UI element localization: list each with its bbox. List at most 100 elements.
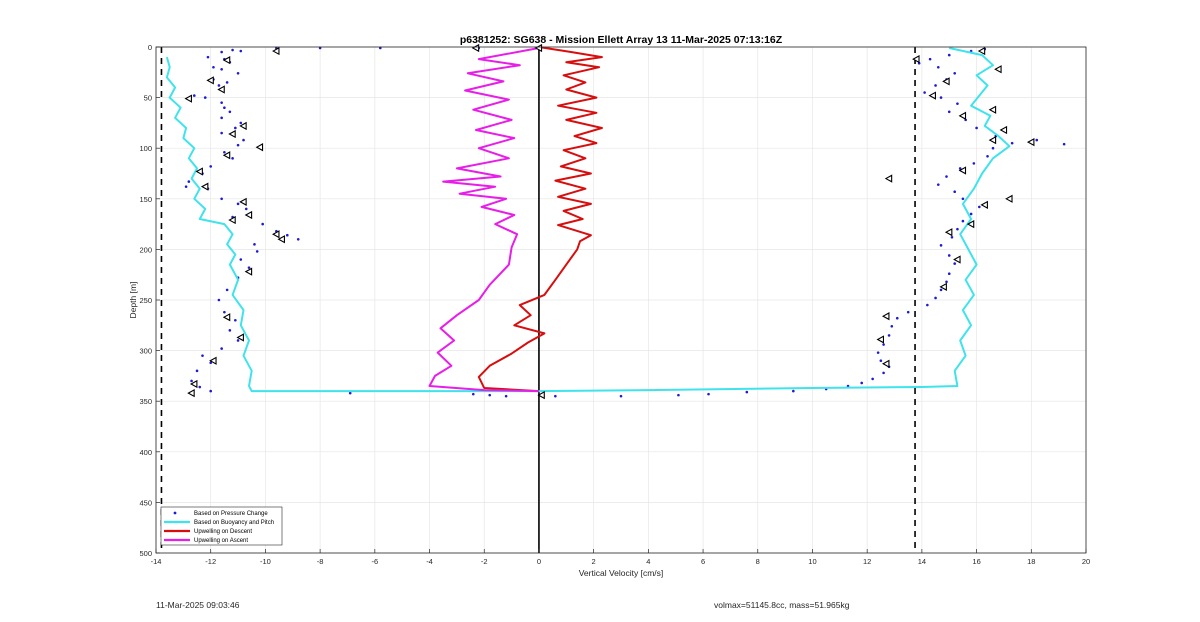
pressure-point	[504, 394, 508, 398]
triangle-marker	[228, 215, 236, 225]
pressure-point	[285, 233, 289, 237]
pressure-point	[936, 183, 940, 186]
pressure-point	[978, 205, 981, 209]
pressure-point	[209, 361, 213, 365]
pressure-point	[928, 57, 932, 61]
pressure-point	[934, 84, 937, 87]
triangle-marker	[244, 267, 253, 276]
pressure-point	[860, 381, 864, 385]
pressure-point	[947, 254, 951, 257]
pressure-point	[879, 359, 883, 363]
x-tick-label: 20	[1082, 557, 1090, 566]
pressure-point	[234, 318, 237, 322]
triangle-marker	[239, 197, 247, 206]
pressure-point	[236, 202, 240, 206]
legend-dot-marker	[173, 511, 177, 515]
pressure-point	[895, 316, 899, 320]
triangle-marker	[881, 359, 890, 368]
pressure-point	[223, 150, 226, 154]
pressure-point	[882, 343, 885, 346]
x-tick-label: -6	[371, 557, 378, 566]
pressure-point	[890, 325, 894, 328]
pressure-point	[198, 385, 202, 389]
pressure-point	[184, 185, 188, 188]
y-tick-label: 200	[139, 245, 152, 254]
pressure-point	[206, 55, 210, 59]
pressure-point	[212, 65, 215, 69]
pressure-point	[986, 154, 989, 158]
pressure-point	[225, 288, 229, 292]
pressure-point	[950, 235, 954, 239]
triangle-marker	[944, 228, 953, 237]
pressure-point	[203, 96, 207, 99]
triangle-marker	[988, 135, 997, 145]
triangle-marker	[222, 151, 231, 160]
triangle-marker	[200, 182, 209, 191]
pressure-point	[958, 167, 962, 170]
legend-label-ascent: Upwelling on Ascent	[194, 538, 248, 544]
pressure-point	[792, 389, 795, 393]
pressure-point	[228, 110, 232, 114]
pressure-point	[296, 237, 300, 241]
pressure-point	[945, 280, 948, 284]
triangle-marker	[244, 210, 253, 220]
y-tick-label: 100	[139, 144, 152, 153]
pressure-point	[923, 91, 926, 94]
pressure-point	[247, 266, 251, 269]
pressure-point	[947, 53, 951, 57]
pressure-point	[209, 389, 213, 393]
pressure-point	[488, 393, 492, 397]
pressure-point	[190, 379, 193, 383]
x-tick-label: -10	[260, 557, 271, 566]
triangle-marker	[966, 219, 975, 229]
x-tick-label: 4	[646, 557, 650, 566]
pressure-point	[220, 116, 223, 120]
triangle-marker	[239, 121, 247, 131]
pressure-point	[953, 72, 957, 75]
triangle-marker	[988, 105, 997, 114]
triangle-marker	[1026, 137, 1035, 147]
footer-timestamp: 11-Mar-2025 09:03:46	[156, 600, 240, 610]
pressure-point	[231, 157, 234, 160]
pressure-point	[707, 392, 710, 396]
pressure-point	[239, 258, 243, 261]
y-tick-label: 350	[139, 397, 152, 406]
y-tick-label: 300	[139, 347, 152, 356]
pressure-point	[887, 334, 891, 337]
triangle-marker	[994, 65, 1002, 74]
pressure-point	[975, 126, 978, 130]
x-tick-label: 2	[592, 557, 596, 566]
x-tick-label: 16	[972, 557, 980, 566]
triangle-marker	[977, 46, 986, 56]
triangle-marker	[222, 313, 231, 322]
reference-lines	[160, 47, 916, 553]
pressure-point	[882, 371, 885, 375]
triangle-marker	[272, 230, 280, 239]
x-tick-label: 18	[1027, 557, 1035, 566]
triangle-marker	[939, 282, 947, 291]
triangle-marker	[958, 111, 967, 120]
pressure-point	[242, 138, 245, 142]
pressure-point	[969, 212, 973, 216]
pressure-point	[1010, 141, 1014, 145]
pressure-point	[471, 392, 475, 396]
triangle-marker	[537, 390, 545, 400]
pressure-point	[236, 339, 240, 342]
based-on-buoyancy-and-pitch-line	[165, 47, 1011, 393]
pressure-point	[554, 394, 557, 398]
x-tick-label: -12	[205, 557, 216, 566]
footer-stats: volmax=51145.8cc, mass=51.965kg	[714, 600, 850, 610]
pressure-point	[261, 222, 264, 226]
pressure-point	[945, 175, 948, 178]
x-tick-label: 10	[808, 557, 816, 566]
triangle-marker	[534, 43, 543, 53]
pressure-point	[220, 50, 223, 54]
triangle-marker	[217, 85, 225, 94]
pressure-point	[225, 81, 229, 84]
pressure-point	[953, 190, 957, 194]
pressure-point	[947, 272, 951, 275]
triangle-marker	[209, 356, 217, 365]
pressure-point	[936, 65, 940, 69]
x-tick-label: -2	[481, 557, 488, 566]
triangle-marker	[999, 125, 1008, 135]
